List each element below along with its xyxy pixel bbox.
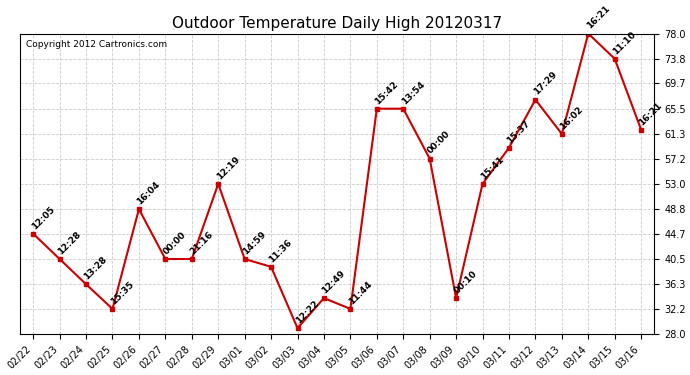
Text: 12:05: 12:05: [30, 204, 56, 231]
Text: 16:02: 16:02: [558, 105, 585, 131]
Text: 16:21: 16:21: [638, 100, 664, 127]
Text: 21:16: 21:16: [188, 230, 215, 256]
Text: 16:04: 16:04: [135, 180, 162, 206]
Text: 11:44: 11:44: [347, 279, 373, 306]
Text: 12:22: 12:22: [294, 299, 321, 326]
Text: 12:49: 12:49: [320, 268, 347, 295]
Text: 13:54: 13:54: [400, 79, 426, 106]
Text: Copyright 2012 Cartronics.com: Copyright 2012 Cartronics.com: [26, 39, 168, 48]
Text: 17:29: 17:29: [532, 70, 559, 97]
Text: 15:41: 15:41: [479, 154, 506, 181]
Text: 12:28: 12:28: [56, 230, 83, 256]
Text: 00:10: 00:10: [453, 269, 479, 295]
Text: 15:42: 15:42: [373, 79, 400, 106]
Text: 11:10: 11:10: [611, 30, 638, 56]
Title: Outdoor Temperature Daily High 20120317: Outdoor Temperature Daily High 20120317: [172, 16, 502, 31]
Text: 11:36: 11:36: [268, 237, 294, 264]
Text: 13:28: 13:28: [83, 255, 109, 282]
Text: 15:37: 15:37: [505, 118, 532, 145]
Text: 00:00: 00:00: [426, 130, 453, 156]
Text: 16:21: 16:21: [584, 4, 611, 31]
Text: 12:19: 12:19: [215, 154, 242, 181]
Text: 00:00: 00:00: [161, 230, 188, 256]
Text: 15:35: 15:35: [109, 279, 135, 306]
Text: 14:59: 14:59: [241, 230, 268, 256]
